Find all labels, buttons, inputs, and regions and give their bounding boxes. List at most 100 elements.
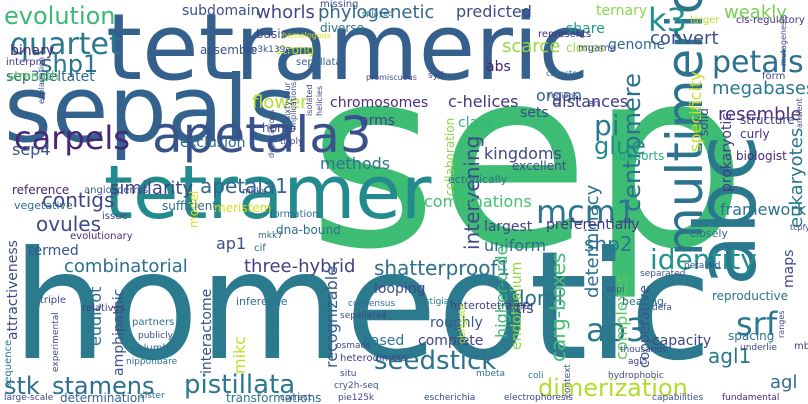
word-spacing: spacing: [728, 329, 775, 343]
word-sufficient: sufficient: [162, 199, 218, 213]
word-mkk7: mkk7: [258, 231, 283, 241]
word-repetitive: repetitive: [265, 301, 276, 350]
word-contigs: contigs: [42, 188, 115, 212]
word-homologous: homologous: [282, 31, 331, 40]
word-stk: stk: [4, 372, 40, 400]
word-formation: formation: [270, 209, 319, 220]
word-k3: k3: [648, 1, 687, 39]
word-meristem: meristem: [214, 201, 272, 215]
word-relatives: relatives: [82, 303, 125, 314]
word-closely: closely: [690, 227, 728, 240]
word-chromosomes: chromosomes: [330, 95, 429, 111]
word-distances: distances: [552, 92, 629, 111]
word-sep3deltatet: sep3deltatet: [6, 69, 95, 85]
word-c-helices: c-helices: [448, 92, 519, 111]
word-sister: sister: [140, 391, 165, 401]
word-looping: looping: [374, 281, 426, 297]
word-preferentially: preferentially: [546, 217, 640, 233]
word-attractiveness: attractiveness: [5, 240, 21, 340]
word-evolution: evolution: [4, 2, 116, 30]
word-prokaryotic: prokaryotic: [719, 112, 735, 192]
word-splayed: splayed: [362, 9, 394, 18]
word-share: share: [566, 21, 605, 37]
word-tcpfy1: tcpfy1: [790, 223, 808, 232]
word-hydrophobic: hydrophobic: [608, 371, 664, 381]
word-combinatorial: combinatorial: [64, 256, 188, 277]
word-arms: arms: [360, 113, 396, 129]
word-carpels: carpels: [14, 119, 130, 157]
word-mutagenesis: mutagenesis: [779, 14, 788, 66]
word-strength: strength: [8, 69, 59, 83]
word-floral: floral: [512, 286, 563, 310]
word-sepals: sepals: [4, 56, 297, 163]
word-underlie: underlie: [740, 343, 777, 353]
word-tetramer: tetramer: [104, 150, 432, 236]
word-combinations: combinations: [424, 192, 532, 211]
word-missing: missing: [320, 0, 359, 10]
word-carg-boxes: carg-boxes: [546, 252, 570, 362]
word-pie125k: pie125k: [338, 393, 375, 403]
word-reference: reference: [12, 183, 70, 197]
word-tetrameric: tetrameric: [106, 0, 590, 101]
word-issue: issue: [102, 211, 128, 222]
word-structure: structure: [740, 113, 795, 127]
word-assemble: assemble: [200, 43, 258, 57]
word-agl1: agl1: [708, 344, 752, 368]
word-termed: termed: [28, 243, 79, 259]
word-diverse: diverse: [320, 21, 365, 35]
word-ectopically: ectopically: [448, 173, 508, 186]
word-roughly: roughly: [430, 315, 483, 331]
word-ranges: ranges: [777, 310, 786, 338]
word-osmads: osmads: [336, 341, 371, 351]
word-agl: agl: [770, 372, 798, 393]
word-mb: mb: [794, 341, 808, 352]
word-cis-regulatory: cis-regulatory: [736, 15, 805, 26]
word-transformations: transformations: [226, 391, 322, 404]
word-escherichia: escherichia: [424, 393, 476, 403]
word-convert: convert: [650, 28, 719, 49]
word-quartet: quartet: [10, 27, 121, 62]
word-phylogenetic: phylogenetic: [318, 2, 435, 23]
word-electrophoresis: electrophoresis: [504, 393, 573, 403]
word-mkks: mkks: [242, 187, 266, 197]
word-form: form: [762, 71, 786, 82]
word-uniform: uniform: [484, 236, 547, 255]
word-correct: correct: [280, 393, 312, 403]
word-determination: determination: [60, 391, 145, 404]
word-ap3k139e: ap3k139e: [246, 45, 291, 55]
word-kingdoms: kingdoms: [484, 144, 562, 163]
word-excellent: excellent: [512, 159, 567, 173]
word-pistillata: pistillata: [184, 370, 296, 400]
word-angiosperms: angiosperms: [84, 185, 149, 196]
word-cry2h-seq: cry2h-seq: [334, 381, 379, 391]
word-isolated: isolated: [305, 84, 314, 116]
word-publicly: publicly: [138, 331, 173, 341]
word-sets: sets: [520, 105, 549, 121]
word-ap3: ap3: [586, 311, 647, 349]
word-helicies: helicies: [315, 85, 324, 116]
word-recognizable: recognizable: [322, 265, 341, 368]
word-sequence: sequence: [3, 339, 14, 388]
word-regions: regions: [548, 91, 578, 100]
word-coli: coli: [528, 371, 544, 381]
word-abs: abs: [486, 59, 511, 75]
word-three-hybrid: three-hybrid: [244, 256, 356, 277]
word-ternary: ternary: [596, 3, 648, 19]
word-methods: methods: [320, 154, 391, 173]
word-homo: homo: [262, 121, 296, 135]
word-interpro: interpro: [6, 57, 46, 68]
word-homeotic: homeotic: [12, 220, 712, 394]
word-apetala3: apetala3: [152, 106, 372, 164]
word-experimental: experimental: [51, 312, 61, 372]
word-complete: complete: [418, 333, 484, 349]
word-seedstick: seedstick: [374, 346, 497, 376]
word-dna-bound: dna-bound: [276, 223, 341, 237]
word-capabilities: capabilities: [652, 393, 704, 403]
word-stamens: stamens: [52, 372, 155, 400]
word-class: class: [458, 115, 493, 131]
word-mgama: mgama: [578, 43, 617, 54]
word-partners: partners: [132, 317, 175, 328]
word-sepallata4: sepallata4: [340, 311, 387, 321]
word-shatterproof1: shatterproof1: [374, 256, 511, 280]
